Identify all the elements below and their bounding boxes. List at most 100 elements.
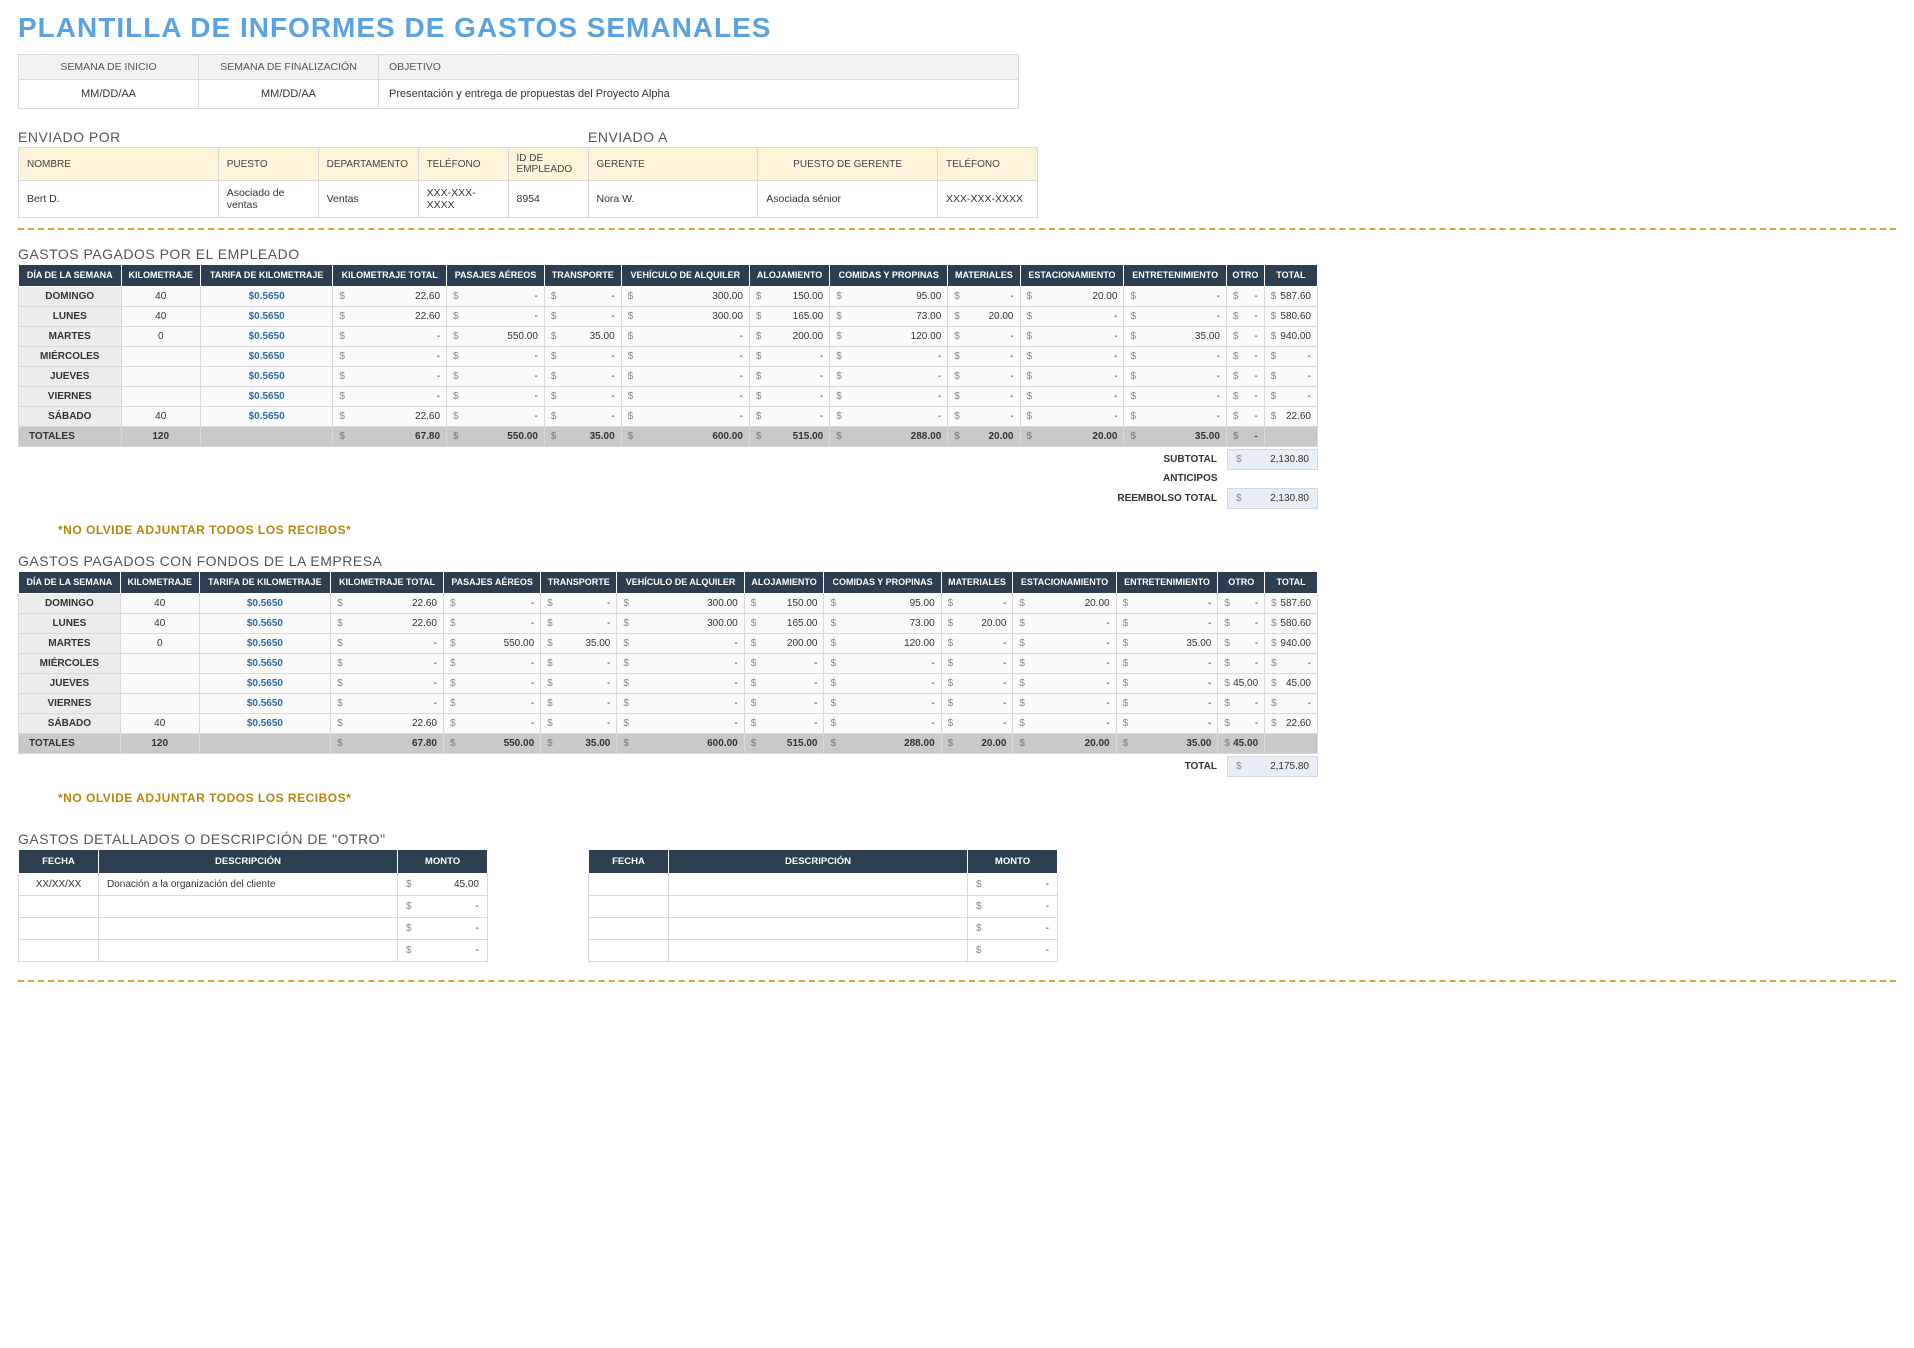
entertainment-cell[interactable]: $- [1116,653,1218,673]
totals-com[interactable]: $288.00 [824,733,941,753]
other-cell[interactable]: $- [1226,326,1264,346]
materials-cell[interactable]: $- [948,286,1020,306]
row-total-cell[interactable]: $- [1264,346,1317,366]
lodging-cell[interactable]: $165.00 [749,306,829,326]
value-objective[interactable]: Presentación y entrega de propuestas del… [379,80,1019,109]
v-empid[interactable]: 8954 [508,181,588,218]
vehicle-cell[interactable]: $- [621,326,749,346]
km-cell[interactable] [121,386,200,406]
air-cell[interactable]: $550.00 [444,633,541,653]
meals-cell[interactable]: $- [830,406,948,426]
detail-monto[interactable]: $- [398,917,488,939]
air-cell[interactable]: $- [447,406,545,426]
value-week-start[interactable]: MM/DD/AA [19,80,199,109]
totals-loj[interactable]: $515.00 [744,733,824,753]
vehicle-cell[interactable]: $- [621,346,749,366]
parking-cell[interactable]: $- [1020,326,1124,346]
detail-monto[interactable]: $- [398,895,488,917]
row-total-cell[interactable]: $- [1265,653,1318,673]
km-cell[interactable] [120,653,199,673]
km-total-cell[interactable]: $22.60 [333,286,447,306]
detail-monto[interactable]: $- [968,873,1058,895]
lodging-cell[interactable]: $- [749,386,829,406]
entertainment-cell[interactable]: $35.00 [1116,633,1218,653]
totals-kt[interactable]: $67.80 [333,426,447,446]
v-mphone[interactable]: XXX-XXX-XXXX [938,181,1038,218]
detail-desc[interactable] [669,873,968,895]
lodging-cell[interactable]: $- [744,673,824,693]
vehicle-cell[interactable]: $- [617,673,744,693]
air-cell[interactable]: $- [447,366,545,386]
km-cell[interactable]: 40 [121,286,200,306]
parking-cell[interactable]: $- [1020,346,1124,366]
other-cell[interactable]: $- [1218,653,1265,673]
entertainment-cell[interactable]: $- [1116,713,1218,733]
vehicle-cell[interactable]: $- [621,406,749,426]
totals-mat[interactable]: $20.00 [941,733,1013,753]
air-cell[interactable]: $- [447,346,545,366]
transport-cell[interactable]: $- [544,406,621,426]
lodging-cell[interactable]: $150.00 [744,593,824,613]
km-cell[interactable] [121,346,200,366]
parking-cell[interactable]: $- [1013,693,1116,713]
totals-kt[interactable]: $67.80 [331,733,444,753]
detail-monto[interactable]: $45.00 [398,873,488,895]
parking-cell[interactable]: $20.00 [1020,286,1124,306]
vehicle-cell[interactable]: $- [617,653,744,673]
air-cell[interactable]: $- [444,713,541,733]
km-cell[interactable]: 40 [121,406,200,426]
meals-cell[interactable]: $120.00 [824,633,941,653]
transport-cell[interactable]: $- [544,346,621,366]
entertainment-cell[interactable]: $- [1116,613,1218,633]
detail-fecha[interactable] [589,895,669,917]
detail-fecha[interactable] [19,917,99,939]
parking-cell[interactable]: $- [1020,306,1124,326]
totals-air[interactable]: $550.00 [447,426,545,446]
totals-veh[interactable]: $600.00 [617,733,744,753]
transport-cell[interactable]: $- [544,386,621,406]
detail-desc[interactable] [99,917,398,939]
row-total-cell[interactable]: $22.60 [1265,713,1318,733]
km-total-cell[interactable]: $- [331,653,444,673]
vehicle-cell[interactable]: $300.00 [621,306,749,326]
detail-fecha[interactable] [589,873,669,895]
meals-cell[interactable]: $95.00 [824,593,941,613]
parking-cell[interactable]: $- [1013,613,1116,633]
materials-cell[interactable]: $- [941,693,1013,713]
materials-cell[interactable]: $- [941,653,1013,673]
meals-cell[interactable]: $- [830,366,948,386]
parking-cell[interactable]: $- [1020,366,1124,386]
other-cell[interactable]: $- [1226,406,1264,426]
parking-cell[interactable]: $- [1020,386,1124,406]
detail-desc[interactable] [669,939,968,961]
air-cell[interactable]: $- [447,286,545,306]
detail-fecha[interactable] [19,895,99,917]
other-cell[interactable]: $45.00 [1218,673,1265,693]
meals-cell[interactable]: $73.00 [830,306,948,326]
vehicle-cell[interactable]: $- [617,713,744,733]
detail-fecha[interactable]: XX/XX/XX [19,873,99,895]
vehicle-cell[interactable]: $- [617,633,744,653]
km-cell[interactable]: 40 [120,593,199,613]
air-cell[interactable]: $- [444,693,541,713]
row-total-cell[interactable]: $- [1264,386,1317,406]
other-cell[interactable]: $- [1218,693,1265,713]
lodging-cell[interactable]: $- [749,366,829,386]
v-dept[interactable]: Ventas [318,181,418,218]
row-total-cell[interactable]: $940.00 [1264,326,1317,346]
row-total-cell[interactable]: $940.00 [1265,633,1318,653]
totals-est[interactable]: $20.00 [1020,426,1124,446]
vehicle-cell[interactable]: $- [621,366,749,386]
other-cell[interactable]: $- [1226,306,1264,326]
air-cell[interactable]: $- [444,653,541,673]
totals-est[interactable]: $20.00 [1013,733,1116,753]
km-total-cell[interactable]: $- [333,326,447,346]
materials-cell[interactable]: $- [941,593,1013,613]
km-total-cell[interactable]: $- [333,386,447,406]
lodging-cell[interactable]: $150.00 [749,286,829,306]
totals-loj[interactable]: $515.00 [749,426,829,446]
meals-cell[interactable]: $- [824,653,941,673]
entertainment-cell[interactable]: $35.00 [1124,326,1227,346]
lodging-cell[interactable]: $- [749,406,829,426]
km-total-cell[interactable]: $22.60 [331,713,444,733]
